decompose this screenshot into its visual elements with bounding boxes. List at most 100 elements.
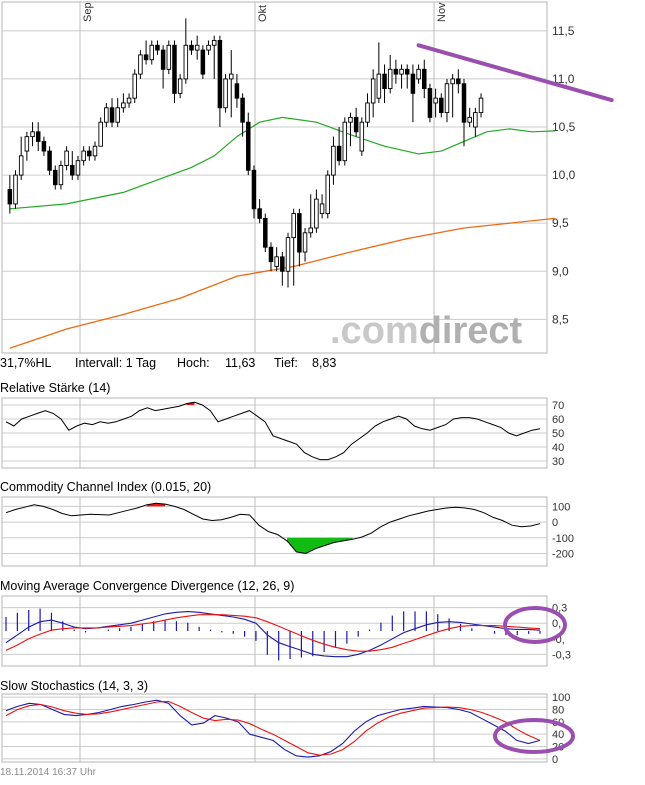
candle-up xyxy=(467,116,472,123)
candle-down xyxy=(257,208,262,219)
high-label: Hoch: xyxy=(177,356,210,370)
candle-up xyxy=(444,83,450,114)
candle-down xyxy=(240,97,245,123)
candle-up xyxy=(183,44,189,80)
candle-down xyxy=(172,44,177,94)
candle-down xyxy=(155,44,160,51)
cci-title: Commodity Channel Index (0.015, 20) xyxy=(0,480,212,494)
candle-down xyxy=(189,44,194,51)
candle-down xyxy=(404,68,410,75)
candle-up xyxy=(81,150,86,162)
candle-up xyxy=(104,107,109,123)
hl-percentage: 31,7%HL xyxy=(0,356,52,370)
candle-up xyxy=(98,121,103,147)
candle-up xyxy=(370,78,376,104)
candle-up xyxy=(473,112,478,128)
candle-up xyxy=(206,44,211,51)
candle-up xyxy=(228,73,234,80)
candle-down xyxy=(382,73,387,89)
watermark-logo: .comdirect xyxy=(330,310,523,352)
candle-down xyxy=(353,116,359,133)
low-value: 8,83 xyxy=(312,356,337,370)
candle-down xyxy=(251,169,257,210)
candle-up xyxy=(291,213,296,239)
panel-4-frame xyxy=(1,693,548,763)
candle-down xyxy=(109,107,115,123)
candle-down xyxy=(217,40,223,109)
candle-down xyxy=(297,213,302,253)
candle-up xyxy=(308,227,313,234)
candle-up xyxy=(450,78,455,85)
candle-down xyxy=(160,49,166,70)
candle-up xyxy=(132,73,137,99)
candle-up xyxy=(416,68,421,80)
candle-down xyxy=(263,217,268,248)
panel-2-y-tick: -100 xyxy=(552,533,574,545)
panel-0-y-tick: 9,0 xyxy=(552,264,569,278)
candle-down xyxy=(393,68,399,75)
candle-up xyxy=(211,40,217,46)
panel-3-frame xyxy=(1,595,548,667)
rsi-title: Relative Stärke (14) xyxy=(0,381,111,395)
stoch-k-line xyxy=(5,699,541,758)
candle-up xyxy=(126,97,132,104)
candle-up xyxy=(302,232,308,253)
candle-up xyxy=(149,44,155,61)
panel-3-y-tick: -0,3 xyxy=(552,649,571,661)
panel-3-y-tick: 0, xyxy=(552,618,561,630)
panel-0-y-tick: 10,0 xyxy=(552,168,576,182)
candle-up xyxy=(359,121,365,152)
candle-up xyxy=(177,78,183,94)
candle-up xyxy=(138,54,143,75)
stoch-title: Slow Stochastics (14, 3, 3) xyxy=(0,679,148,693)
cci-line xyxy=(5,502,541,555)
stoch-highlight-circle xyxy=(493,718,575,754)
candle-up xyxy=(92,145,98,157)
candle-down xyxy=(143,54,149,61)
candle-up xyxy=(376,73,382,99)
candle-up xyxy=(478,97,484,114)
candle-down xyxy=(200,49,206,75)
panel-2-y-tick: 100 xyxy=(552,501,570,513)
candle-up xyxy=(24,136,30,152)
panel-0-y-tick: 11,5 xyxy=(552,24,575,38)
candle-up xyxy=(75,160,81,176)
candle-down xyxy=(439,97,444,114)
panel-4-y-tick: 100 xyxy=(552,692,570,704)
panel-1-y-tick: 40 xyxy=(552,442,564,454)
stoch-d-line xyxy=(5,700,541,756)
candle-up xyxy=(274,256,279,267)
candle-down xyxy=(427,88,433,118)
candle-down xyxy=(53,169,58,186)
candle-down xyxy=(461,83,467,123)
candle-down xyxy=(87,150,92,157)
panel-2-y-tick: -200 xyxy=(552,548,574,560)
panel-1-y-tick: 60 xyxy=(552,414,564,426)
x-month-label: Nov xyxy=(436,2,448,22)
candle-up xyxy=(365,102,370,123)
x-month-label: Sep xyxy=(82,2,94,22)
interval-label: Intervall: 1 Tag xyxy=(75,356,157,370)
panel-4-y-tick: 80 xyxy=(552,704,564,716)
x-month-label: Okt xyxy=(257,5,269,22)
rsi-line xyxy=(5,401,541,461)
candle-up xyxy=(348,116,353,123)
candle-up xyxy=(121,102,126,109)
candle-up xyxy=(64,150,69,166)
candle-up xyxy=(285,237,291,272)
candle-up xyxy=(13,174,18,205)
candle-up xyxy=(314,198,319,229)
candle-down xyxy=(456,78,461,85)
candle-up xyxy=(325,174,331,215)
candle-down xyxy=(35,131,41,142)
candle-up xyxy=(223,78,228,109)
panel-1-y-tick: 30 xyxy=(552,456,564,468)
candle-down xyxy=(234,83,240,99)
candle-down xyxy=(7,189,13,205)
candle-down xyxy=(280,256,285,272)
low-label: Tief: xyxy=(274,356,298,370)
panel-0-y-tick: 9,5 xyxy=(552,216,569,230)
sma-long-line xyxy=(9,217,555,349)
